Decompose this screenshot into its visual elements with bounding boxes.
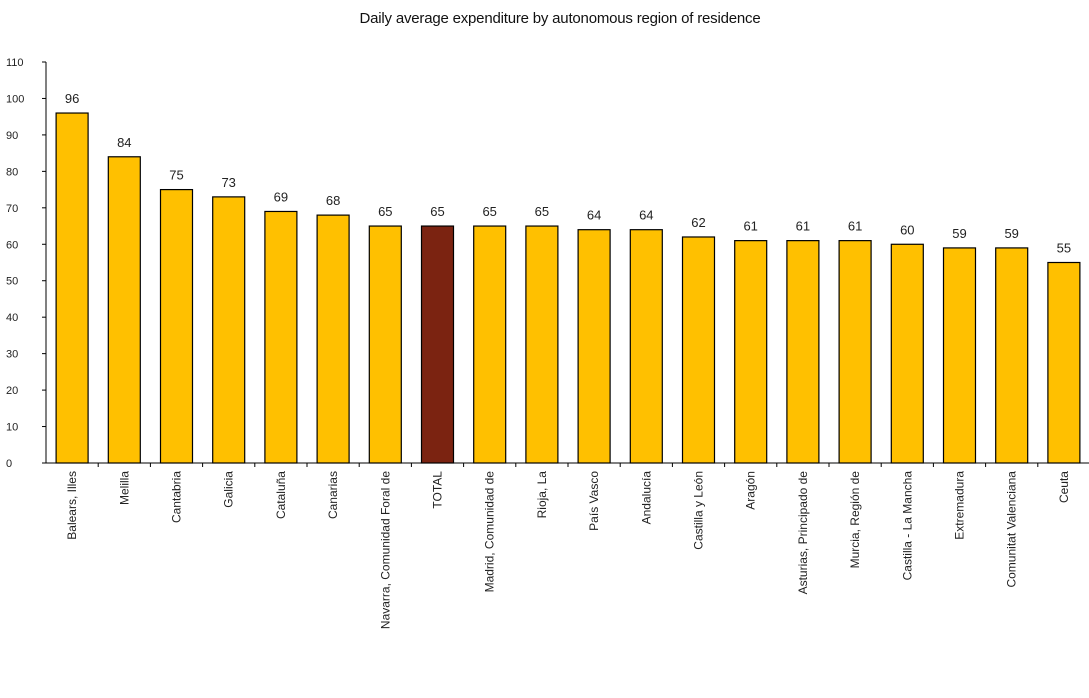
data-label: 65 <box>430 204 444 219</box>
category-label: Galicia <box>222 471 236 508</box>
y-tick-label: 70 <box>6 203 18 215</box>
category-label: Asturias, Principado de <box>796 471 810 595</box>
bar <box>734 240 768 464</box>
bar <box>995 247 1029 464</box>
bar <box>473 225 507 464</box>
bar <box>107 156 141 464</box>
bar <box>316 214 350 464</box>
data-label: 73 <box>221 175 235 190</box>
category-label: Melilla <box>117 471 131 505</box>
category-label: Murcia, Región de <box>848 471 862 569</box>
category-label: Cantabria <box>170 471 184 523</box>
y-tick-label: 20 <box>6 385 18 397</box>
category-label: Ceuta <box>1057 471 1071 503</box>
category-label: Madrid, Comunidad de <box>483 471 497 593</box>
y-tick-label: 50 <box>6 276 18 288</box>
category-label: Balears, Illes <box>65 471 79 540</box>
category-label: Navarra, Comunidad Foral de <box>378 471 392 629</box>
category-label: Comunitat Valenciana <box>1005 471 1019 588</box>
category-label: Andalucía <box>639 471 653 525</box>
data-label: 65 <box>482 204 496 219</box>
data-label: 64 <box>587 208 601 223</box>
data-label: 59 <box>1004 226 1018 241</box>
bar <box>525 225 559 464</box>
data-label: 69 <box>274 189 288 204</box>
y-tick-label: 40 <box>6 312 18 324</box>
bar <box>577 229 611 464</box>
data-label: 61 <box>848 219 862 234</box>
y-tick-label: 90 <box>6 130 18 142</box>
category-label: País Vasco <box>587 471 601 531</box>
bar-total <box>420 225 455 464</box>
bar <box>629 229 663 464</box>
y-tick-label: 80 <box>6 166 18 178</box>
category-label: Rioja, La <box>535 471 549 519</box>
bar <box>159 188 194 464</box>
y-tick-label: 100 <box>6 93 24 105</box>
bar <box>368 225 402 464</box>
bar <box>942 247 977 464</box>
data-label: 68 <box>326 193 340 208</box>
data-label: 55 <box>1057 241 1071 256</box>
data-label: 59 <box>952 226 966 241</box>
bar <box>838 240 872 464</box>
category-label: Extremadura <box>953 471 967 540</box>
bar <box>890 243 924 464</box>
data-label: 96 <box>65 91 79 106</box>
data-label: 84 <box>117 135 131 150</box>
category-label: Aragón <box>744 471 758 510</box>
category-label: Castilla y León <box>692 471 706 550</box>
y-tick-label: 10 <box>6 422 18 434</box>
bar <box>55 112 89 464</box>
category-label: TOTAL <box>431 471 445 509</box>
data-label: 64 <box>639 208 653 223</box>
category-label: Castilla - La Mancha <box>900 471 914 581</box>
bar <box>1047 261 1081 464</box>
chart-title: Daily average expenditure by autonomous … <box>359 10 761 27</box>
y-tick-label: 30 <box>6 349 18 361</box>
data-label: 60 <box>900 222 914 237</box>
category-label: Canarias <box>326 471 340 519</box>
data-label: 62 <box>691 215 705 230</box>
data-label: 61 <box>796 219 810 234</box>
data-label: 65 <box>535 204 549 219</box>
data-label: 65 <box>378 204 392 219</box>
data-label: 75 <box>169 168 183 183</box>
data-label: 61 <box>743 219 757 234</box>
category-label: Cataluña <box>274 471 288 519</box>
bar <box>681 236 716 464</box>
bar <box>786 240 820 464</box>
y-tick-label: 0 <box>6 458 12 470</box>
y-tick-label: 60 <box>6 239 18 251</box>
bar <box>264 210 298 464</box>
y-tick-label: 110 <box>6 57 24 69</box>
bar <box>212 196 246 464</box>
